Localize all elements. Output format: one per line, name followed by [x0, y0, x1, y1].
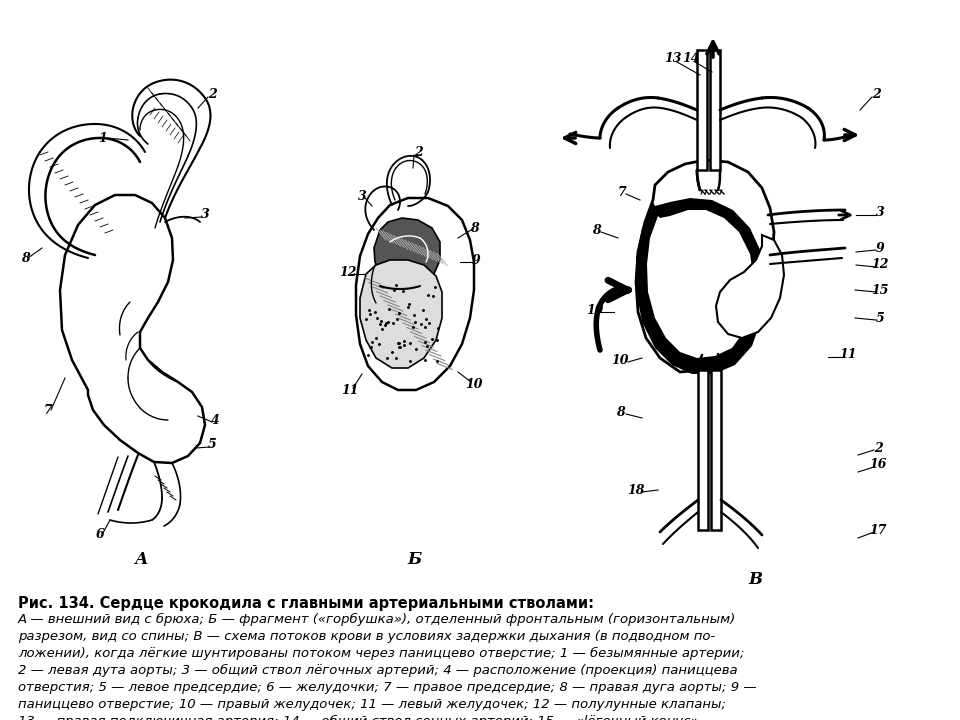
Bar	[711, 370, 721, 530]
Polygon shape	[60, 195, 205, 463]
Polygon shape	[636, 160, 774, 372]
Text: разрезом, вид со спины; В — схема потоков крови в условиях задержки дыхания (в п: разрезом, вид со спины; В — схема потоко…	[18, 630, 715, 643]
Text: 4: 4	[210, 413, 220, 426]
Text: 12: 12	[339, 266, 357, 279]
Text: 8: 8	[615, 405, 624, 418]
Polygon shape	[636, 198, 766, 374]
Polygon shape	[647, 210, 754, 358]
Text: 10: 10	[466, 377, 483, 390]
Text: 11: 11	[341, 384, 359, 397]
Polygon shape	[356, 198, 474, 390]
Text: 5: 5	[207, 438, 216, 451]
Text: 5: 5	[876, 312, 884, 325]
Text: 10: 10	[612, 354, 629, 366]
Text: 11: 11	[839, 348, 856, 361]
Text: В: В	[748, 572, 762, 588]
Text: А: А	[135, 552, 149, 569]
Text: 9: 9	[471, 253, 480, 266]
Text: 17: 17	[869, 523, 887, 536]
Polygon shape	[360, 260, 442, 368]
Text: 2: 2	[874, 441, 882, 454]
Text: А — внешний вид с брюха; Б — фрагмент («горбушка»), отделенный фронтальным (гори: А — внешний вид с брюха; Б — фрагмент («…	[18, 613, 736, 626]
Text: 6: 6	[96, 528, 105, 541]
Text: 19: 19	[587, 304, 604, 317]
Polygon shape	[716, 235, 784, 338]
Text: 3: 3	[876, 207, 884, 220]
Text: отверстия; 5 — левое предсердие; 6 — желудочки; 7 — правое предсердие; 8 — права: отверстия; 5 — левое предсердие; 6 — жел…	[18, 681, 756, 694]
Text: 3: 3	[358, 189, 367, 202]
Text: 13 — правая подключичная артерия; 14 — общий ствол сонных артерий; 15 — «lёгочны: 13 — правая подключичная артерия; 14 — о…	[18, 715, 716, 720]
Text: 9: 9	[876, 241, 884, 254]
Text: 2 — левая дута аорты; 3 — общий ствол лёгочных артерий; 4 — расположение (проекц: 2 — левая дута аорты; 3 — общий ствол лё…	[18, 664, 737, 677]
Text: 3: 3	[201, 209, 209, 222]
Text: 1: 1	[99, 132, 108, 145]
Text: 8: 8	[20, 251, 30, 264]
Text: 7: 7	[43, 403, 53, 416]
Polygon shape	[374, 218, 440, 286]
Bar	[710, 50, 720, 170]
Text: 7: 7	[617, 186, 626, 199]
Bar	[697, 50, 707, 170]
Bar	[698, 370, 708, 530]
Text: ложении), когда лёгкие шунтированы потоком через паниццево отверстие; 1 — безымя: ложении), когда лёгкие шунтированы поток…	[18, 647, 744, 660]
Text: 2: 2	[207, 89, 216, 102]
Text: 2: 2	[872, 89, 880, 102]
Text: Рис. 134. Сердце крокодила с главными артериальными стволами:: Рис. 134. Сердце крокодила с главными ар…	[18, 596, 594, 611]
Text: 13: 13	[664, 52, 682, 65]
Text: паниццево отверстие; 10 — правый желудочек; 11 — левый желудочек; 12 — полулунны: паниццево отверстие; 10 — правый желудоч…	[18, 698, 726, 711]
Text: 12: 12	[872, 258, 889, 271]
Text: 2: 2	[414, 145, 422, 158]
Text: Б: Б	[408, 552, 422, 569]
Text: 8: 8	[591, 223, 600, 236]
Text: 15: 15	[872, 284, 889, 297]
Text: 14: 14	[683, 52, 700, 65]
Text: 18: 18	[627, 484, 645, 497]
Text: 8: 8	[469, 222, 478, 235]
Text: 16: 16	[869, 459, 887, 472]
